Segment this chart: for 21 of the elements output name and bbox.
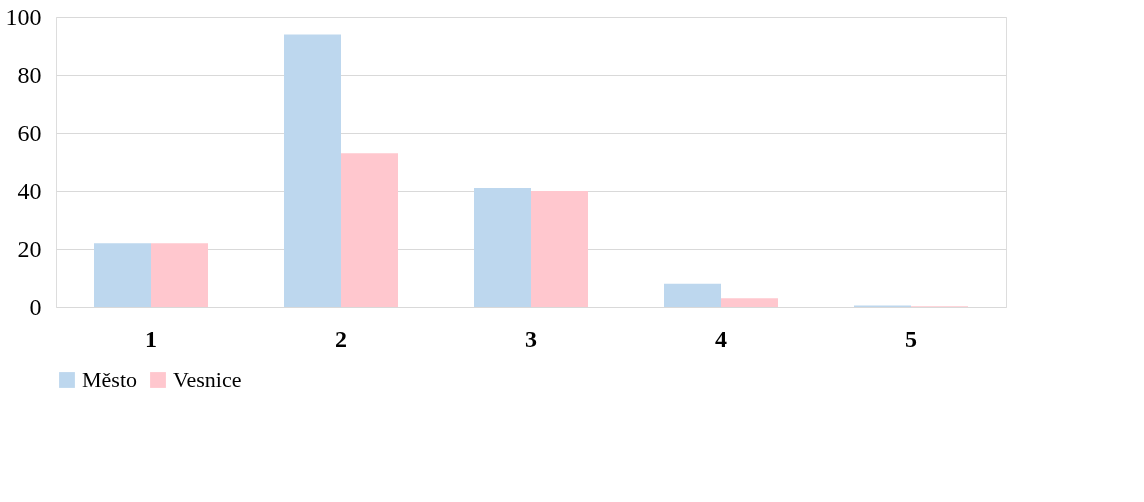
y-tick-label: 40 [17,177,42,204]
bar [474,188,531,307]
bar [721,298,778,307]
x-tick-label: 3 [525,325,537,352]
legend-label: Vesnice [173,367,242,392]
bar [94,243,151,307]
y-tick-label: 0 [29,293,42,320]
bar [284,34,341,307]
legend-label: Město [82,367,137,392]
y-tick-label: 20 [17,235,42,262]
x-tick-label: 1 [145,325,157,352]
bar [151,243,208,307]
x-tick-label: 5 [905,325,917,352]
y-tick-label: 60 [17,119,42,146]
x-tick-label: 2 [335,325,347,352]
y-tick-label: 80 [17,61,42,88]
bar [664,283,721,307]
bar [341,153,398,307]
x-tick-label: 4 [715,325,727,352]
y-tick-label: 100 [5,3,42,30]
bar [531,191,588,307]
